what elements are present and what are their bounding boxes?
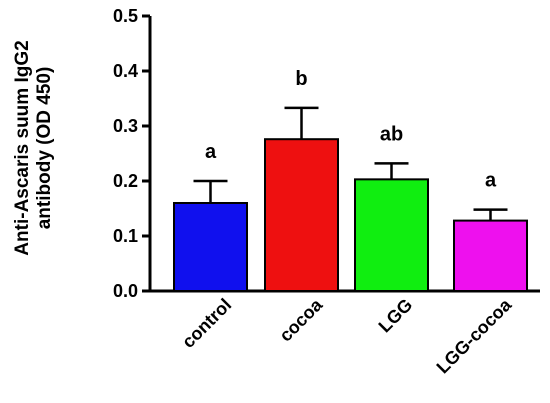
x-tick-label: LGG <box>375 295 417 337</box>
y-tick-label: 0.1 <box>113 226 138 246</box>
y-tick-label: 0.0 <box>113 281 138 301</box>
x-tick-label: LGG-cocoa <box>433 294 516 377</box>
y-tick-label: 0.4 <box>113 61 138 81</box>
significance-label: a <box>485 170 497 192</box>
significance-label: ab <box>380 123 403 145</box>
y-axis-title-line-2: antibody (OD 450) <box>34 67 55 230</box>
y-tick-label: 0.3 <box>113 116 138 136</box>
x-tick-label: cocoa <box>275 294 327 346</box>
y-tick-label: 0.2 <box>113 171 138 191</box>
bar-cocoa <box>264 138 339 292</box>
y-axis-title: Anti-Ascaris suum IgG2 antibody (OD 450) <box>12 40 55 255</box>
bar-lgg-cocoa <box>453 219 528 293</box>
plot-area: 0.0 0.1 0.2 0.3 0.4 0.5 a control b cocoa ab LGG a LG… <box>113 6 540 377</box>
bar-control <box>173 202 248 292</box>
x-tick-label: control <box>178 295 235 352</box>
bar-lgg <box>354 178 429 293</box>
y-axis-title-line-1: Anti-Ascaris suum IgG2 <box>12 40 33 255</box>
significance-label: a <box>205 141 217 163</box>
significance-label: b <box>295 68 307 90</box>
y-tick-label: 0.5 <box>113 6 138 26</box>
